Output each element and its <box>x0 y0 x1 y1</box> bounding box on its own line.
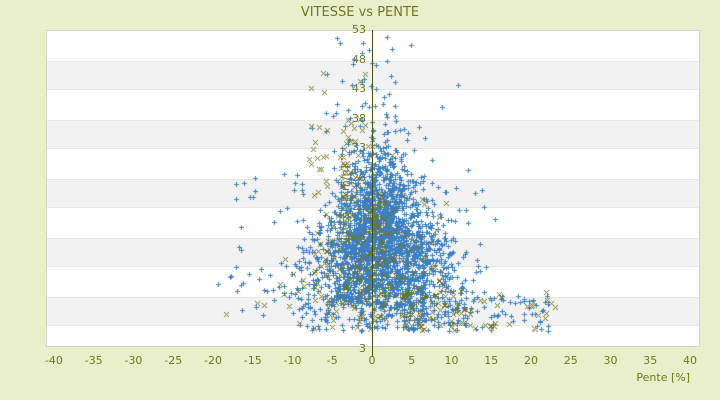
x-tick-label: -5 <box>326 354 338 367</box>
x-tick-label: 5 <box>408 354 416 367</box>
x-tick-label: -40 <box>44 354 63 367</box>
x-tick-label: -15 <box>243 354 262 367</box>
x-tick-label: -35 <box>84 354 103 367</box>
y-tick-label: 3 <box>359 342 366 355</box>
x-tick-label: 10 <box>444 354 459 367</box>
x-tick-label: 0 <box>368 354 376 367</box>
x-tick-label: 25 <box>563 354 578 367</box>
chart-title: VITESSE vs PENTE <box>300 5 420 20</box>
x-tick-label: 30 <box>603 354 618 367</box>
x-tick-label: -25 <box>164 354 183 367</box>
x-tick-label: 20 <box>524 354 539 367</box>
x-tick-label: 40 <box>683 354 698 367</box>
x-axis-title: Pente [%] <box>636 371 690 384</box>
x-tick-label: 35 <box>643 354 658 367</box>
x-tick-label: -20 <box>203 354 222 367</box>
x-tick-label: -30 <box>124 354 143 367</box>
x-tick-label: -10 <box>283 354 302 367</box>
zero-axis-line <box>372 30 373 357</box>
x-tick-label: 15 <box>484 354 499 367</box>
